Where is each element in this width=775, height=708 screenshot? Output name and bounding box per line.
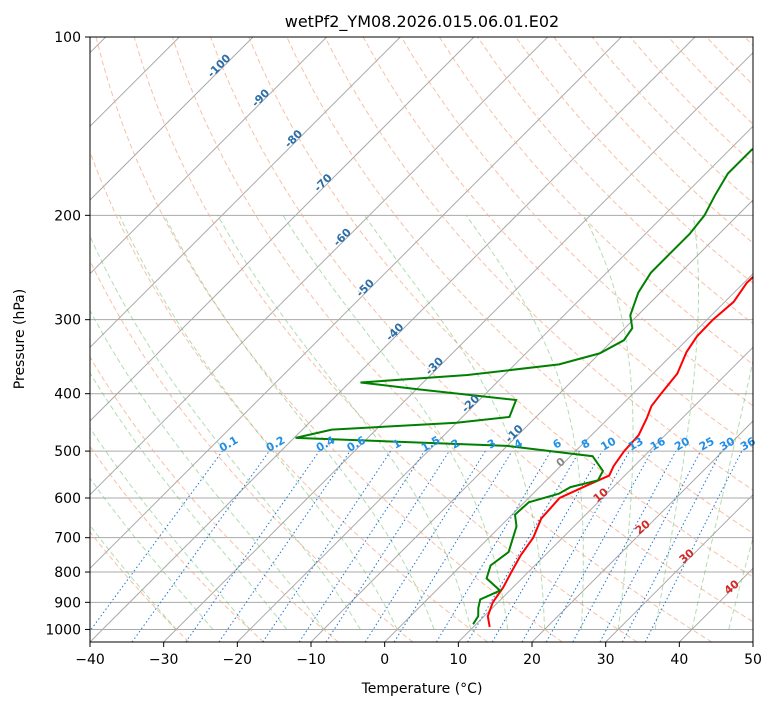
chart-title: wetPf2_YM08.2026.015.06.01.E02 [285, 12, 559, 32]
isotherm-line [163, 51, 753, 642]
mixing-ratio-line [325, 450, 450, 642]
moist-adiabat-line [583, 215, 634, 630]
isotherm-line [90, 37, 475, 422]
moist-adiabat-line [90, 427, 251, 630]
mixing-ratio-line [364, 450, 486, 642]
moist-adiabat-line [90, 477, 214, 630]
plot-frame [89, 36, 754, 643]
dry-adiabat-line [171, 37, 712, 642]
dry-adiabat-line [515, 37, 753, 284]
dewpoint-profile-line [295, 147, 753, 625]
isotherm-line [384, 272, 753, 642]
y-tick-label: 600 [54, 491, 81, 507]
y-tick-label: 900 [54, 595, 81, 611]
x-tick-label: 30 [597, 652, 615, 668]
dry-adiabat-line [90, 150, 488, 642]
dry-adiabat-line [248, 37, 753, 578]
moist-adiabat-line [90, 371, 288, 630]
y-tick-label: 300 [54, 313, 81, 329]
x-tick-label: −10 [296, 652, 326, 668]
y-tick-label: 1000 [45, 622, 81, 638]
isotherm-line [90, 37, 328, 275]
moist-adiabat-line [465, 215, 584, 630]
moist-adiabat-line [90, 235, 361, 630]
mixing-ratio-line [435, 450, 552, 642]
isotherm-line [236, 125, 753, 642]
y-axis-title: Pressure (hPa) [12, 289, 28, 389]
moist-adiabat-line [282, 215, 509, 630]
isotherm-line [531, 420, 753, 642]
dry-adiabat-line [324, 37, 753, 491]
y-tick-label: 800 [54, 565, 81, 581]
moist-adiabat-line [217, 215, 472, 630]
y-tick-label: 400 [54, 387, 81, 403]
x-tick-label: −20 [223, 652, 253, 668]
mixing-ratio-line [218, 450, 351, 642]
mixing-ratio-line [545, 450, 653, 642]
mixing-ratio-line [185, 450, 320, 642]
moist-adiabat-line [90, 524, 177, 630]
y-tick-label: 700 [54, 531, 81, 547]
x-tick-label: −40 [75, 652, 105, 668]
mixing-ratio-line [491, 450, 603, 642]
mixing-ratio-line [467, 450, 580, 642]
x-tick-label: 10 [449, 652, 467, 668]
x-axis-title: Temperature (°C) [361, 681, 483, 697]
x-tick-label: 0 [380, 652, 389, 668]
isotherm-line [90, 37, 401, 349]
isotherm-line [90, 37, 696, 642]
plot-area [90, 37, 753, 642]
dry-adiabat-line [90, 356, 339, 642]
isotherm-line [752, 641, 753, 642]
dry-adiabat-line [133, 37, 638, 642]
mixing-ratio-line [572, 450, 677, 642]
x-tick-label: −30 [149, 652, 179, 668]
dry-adiabat-line [90, 531, 190, 642]
temperature-profile-line [486, 275, 753, 628]
dry-adiabat-line [90, 259, 414, 642]
x-tick-label: 50 [744, 652, 762, 668]
isotherm-line [90, 37, 254, 201]
dry-adiabat-line [438, 37, 753, 366]
y-tick-label: 200 [54, 208, 81, 224]
moist-adiabat-line [119, 215, 398, 630]
dry-adiabat-line [210, 37, 753, 623]
isotherm-line [457, 346, 753, 642]
moist-adiabat-line [364, 215, 546, 630]
y-tick-label: 100 [54, 30, 81, 46]
x-tick-label: 20 [523, 652, 541, 668]
isotherm-line [90, 37, 622, 570]
mixing-ratio-line [393, 450, 513, 642]
moist-adiabat-line [90, 309, 324, 630]
y-tick-label: 500 [54, 444, 81, 460]
dry-adiabat-line [400, 37, 753, 407]
dry-adiabat-line [90, 445, 264, 642]
x-tick-label: 40 [670, 652, 688, 668]
mixing-ratio-line [521, 450, 630, 642]
isotherm-line [605, 493, 753, 642]
isotherm-line [90, 37, 549, 496]
dry-adiabat-line [95, 37, 563, 642]
